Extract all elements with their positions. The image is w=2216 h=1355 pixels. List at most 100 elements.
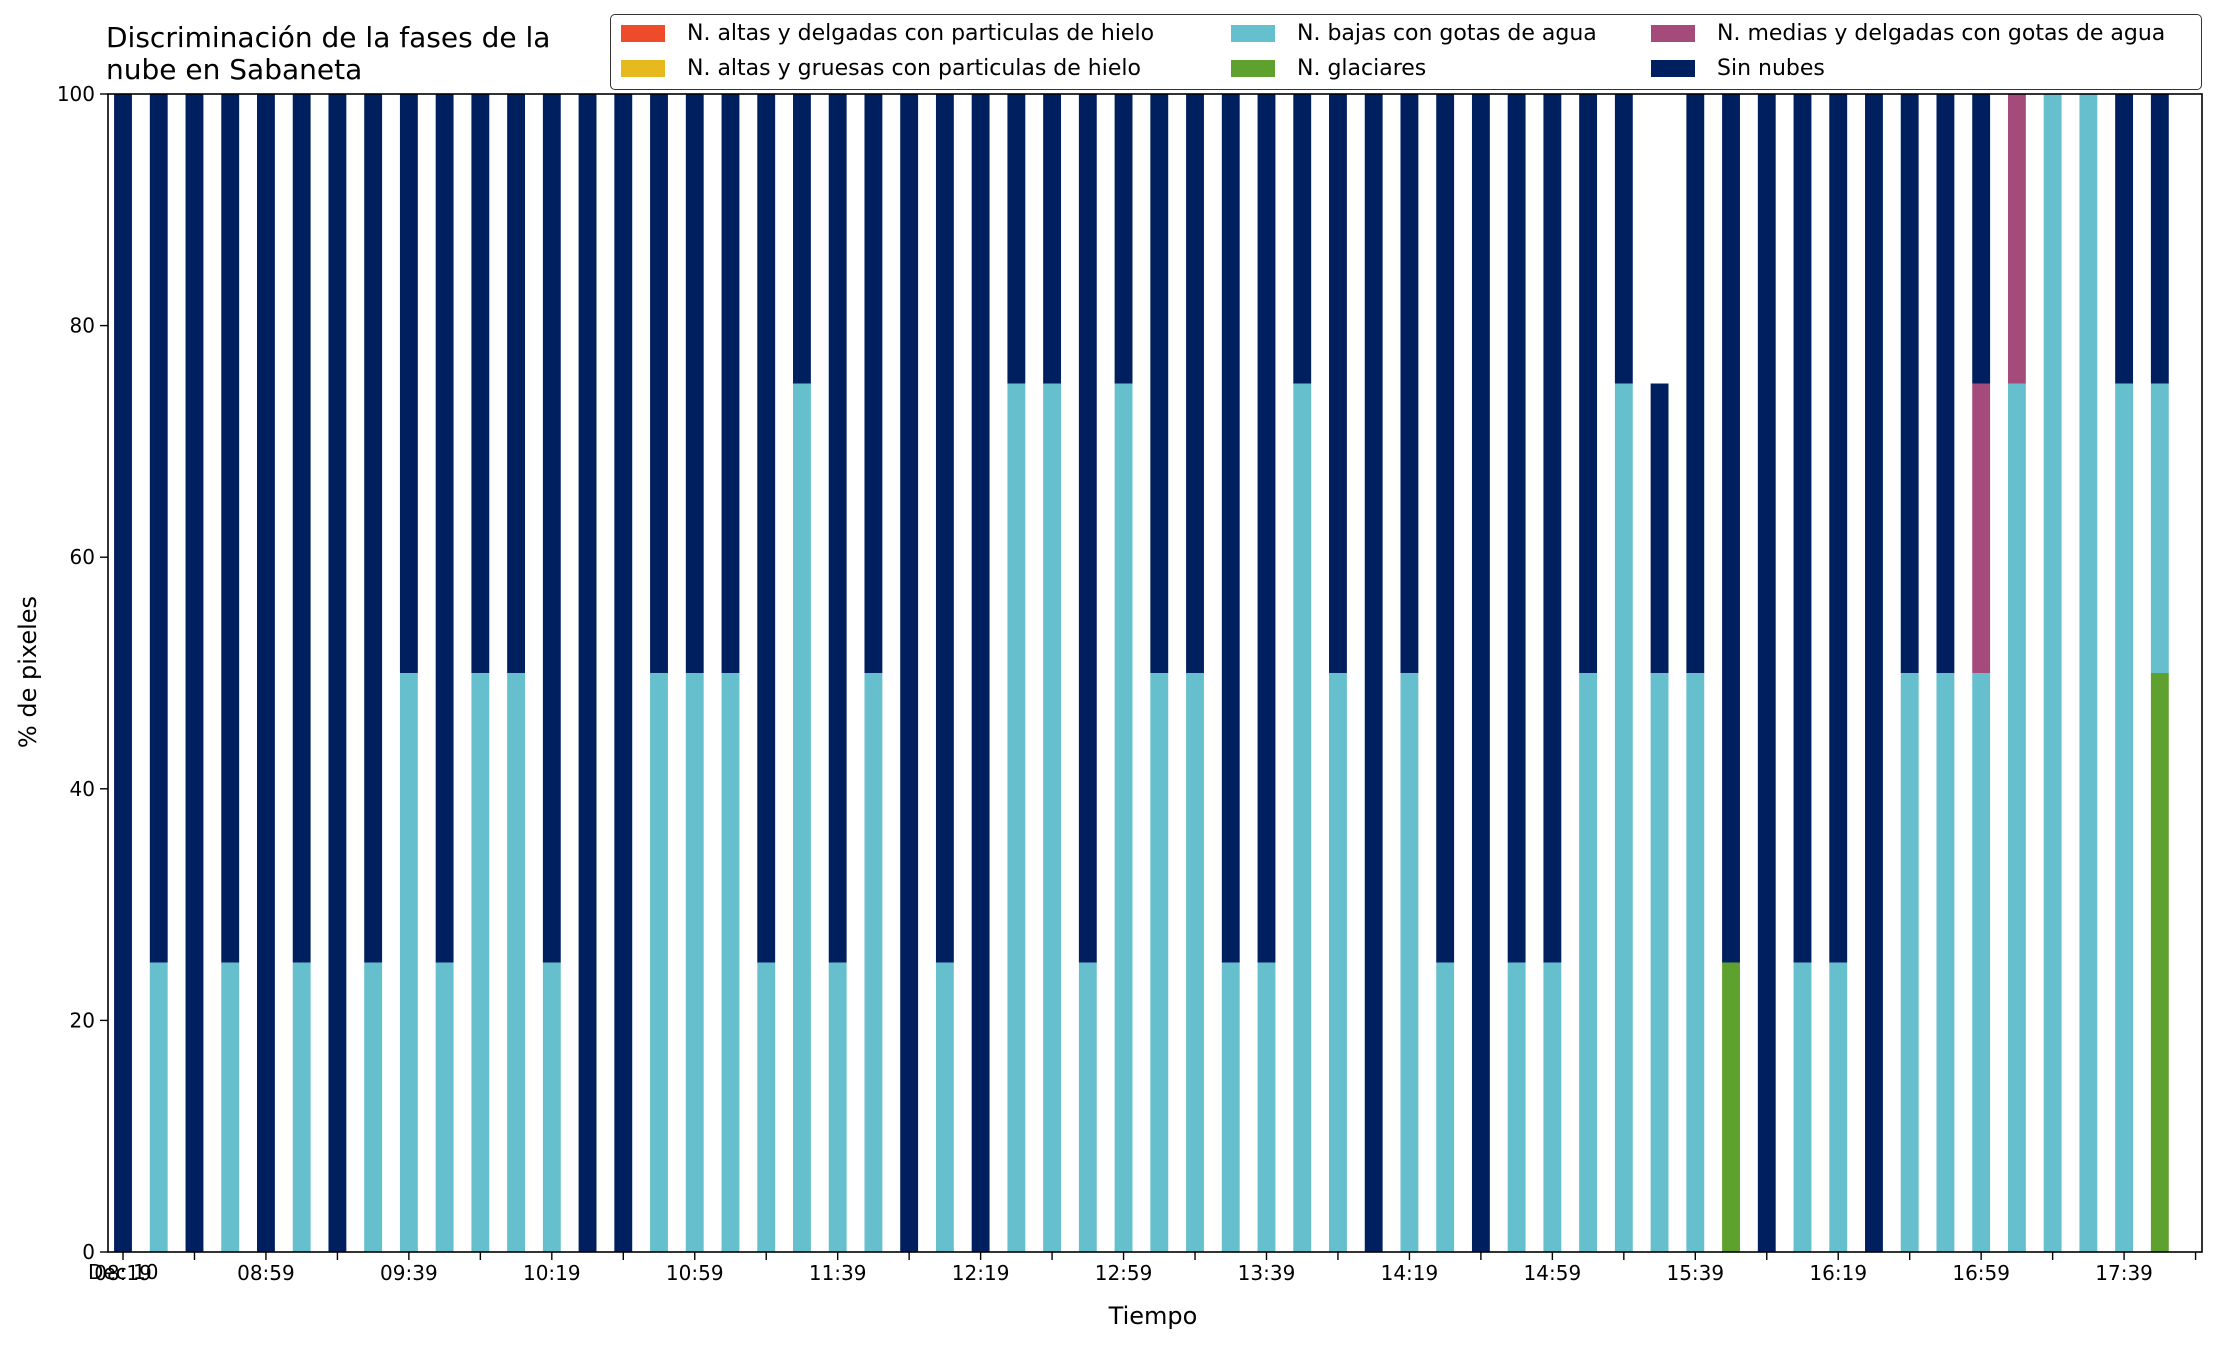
legend-swatch xyxy=(1651,25,1695,42)
bar-n-bajas-con-gotas-de-agua-53 xyxy=(2007,383,2026,1252)
chart-legend: N. altas y delgadas con particulas de hi… xyxy=(610,14,2202,90)
legend-item-n-glaciares: N. glaciares xyxy=(1231,56,1426,81)
bar-n-bajas-con-gotas-de-agua-47 xyxy=(1793,962,1812,1252)
bar-n-glaciares-57 xyxy=(2150,673,2169,1252)
bar-n-bajas-con-gotas-de-agua-17 xyxy=(721,673,740,1252)
bar-sin-nubes-24 xyxy=(971,94,990,1252)
bar-sin-nubes-44 xyxy=(1686,94,1705,673)
bar-n-bajas-con-gotas-de-agua-56 xyxy=(2115,383,2134,1252)
bar-sin-nubes-45 xyxy=(1722,94,1740,963)
bar-n-bajas-con-gotas-de-agua-11 xyxy=(507,673,526,1252)
y-tick-label-40: 40 xyxy=(70,777,95,801)
bar-n-bajas-con-gotas-de-agua-31 xyxy=(1221,962,1240,1252)
legend-item-sin-nubes: Sin nubes xyxy=(1651,56,1825,81)
bar-n-bajas-con-gotas-de-agua-10 xyxy=(471,673,490,1252)
bar-n-bajas-con-gotas-de-agua-40 xyxy=(1543,962,1562,1252)
bar-sin-nubes-30 xyxy=(1186,94,1204,673)
bar-sin-nubes-0 xyxy=(114,94,132,1252)
bar-sin-nubes-34 xyxy=(1329,94,1347,673)
bar-n-bajas-con-gotas-de-agua-23 xyxy=(935,962,954,1252)
bar-n-bajas-con-gotas-de-agua-19 xyxy=(793,383,811,1252)
bar-sin-nubes-10 xyxy=(471,94,490,673)
bar-sin-nubes-15 xyxy=(650,94,668,673)
bar-sin-nubes-52 xyxy=(1972,94,1991,384)
bar-sin-nubes-46 xyxy=(1757,94,1776,1252)
legend-swatch xyxy=(1231,60,1275,77)
bar-sin-nubes-32 xyxy=(1257,94,1276,963)
bar-n-bajas-con-gotas-de-agua-21 xyxy=(864,673,883,1252)
legend-label: N. medias y delgadas con gotas de agua xyxy=(1717,21,2166,46)
legend-label: Sin nubes xyxy=(1717,56,1825,81)
bar-n-bajas-con-gotas-de-agua-27 xyxy=(1078,962,1097,1252)
legend-item-n-altas-y-delgadas-con-particulas-de-hielo: N. altas y delgadas con particulas de hi… xyxy=(621,21,1154,46)
x-tick-label-1139: 11:39 xyxy=(809,1261,867,1285)
bar-sin-nubes-18 xyxy=(757,94,776,963)
bar-sin-nubes-26 xyxy=(1043,94,1062,384)
bar-sin-nubes-37 xyxy=(1436,94,1455,963)
bar-sin-nubes-14 xyxy=(614,94,633,1252)
legend-item-n-bajas-con-gotas-de-agua: N. bajas con gotas de agua xyxy=(1231,21,1597,46)
bar-n-bajas-con-gotas-de-agua-33 xyxy=(1293,383,1312,1252)
bar-sin-nubes-21 xyxy=(864,94,883,673)
x-axis-label: Tiempo xyxy=(1108,1302,1198,1330)
bar-sin-nubes-57 xyxy=(2150,94,2169,384)
bar-n-glaciares-45 xyxy=(1722,962,1740,1252)
bar-sin-nubes-1 xyxy=(149,94,168,963)
legend-swatch xyxy=(1651,60,1695,77)
chart-title-line-1: Discriminación de la fases de la xyxy=(106,21,551,54)
bar-sin-nubes-27 xyxy=(1078,94,1097,963)
bar-sin-nubes-28 xyxy=(1114,94,1133,384)
bar-sin-nubes-42 xyxy=(1614,94,1633,384)
bar-n-bajas-con-gotas-de-agua-1 xyxy=(149,962,168,1252)
bar-n-medias-y-delgadas-con-gotas-de-agua-52 xyxy=(1972,383,1991,673)
chart-title-line-2: nube en Sabaneta xyxy=(106,53,363,86)
bar-sin-nubes-43 xyxy=(1650,383,1669,673)
bar-n-bajas-con-gotas-de-agua-48 xyxy=(1829,962,1848,1252)
y-tick-label-0: 0 xyxy=(82,1240,95,1264)
legend-label: N. bajas con gotas de agua xyxy=(1297,21,1597,46)
bar-sin-nubes-13 xyxy=(578,94,597,1252)
bar-sin-nubes-4 xyxy=(257,94,275,1252)
bar-n-bajas-con-gotas-de-agua-57 xyxy=(2150,383,2169,673)
bar-sin-nubes-33 xyxy=(1293,94,1312,384)
bar-sin-nubes-31 xyxy=(1221,94,1240,963)
x-tick-label-1339: 13:39 xyxy=(1238,1261,1296,1285)
bar-n-bajas-con-gotas-de-agua-12 xyxy=(542,962,561,1252)
legend-swatch xyxy=(621,25,665,42)
bar-n-bajas-con-gotas-de-agua-8 xyxy=(399,673,418,1252)
bar-n-bajas-con-gotas-de-agua-26 xyxy=(1043,383,1062,1252)
bar-n-bajas-con-gotas-de-agua-28 xyxy=(1114,383,1133,1252)
y-tick-label-20: 20 xyxy=(70,1008,95,1032)
legend-swatch xyxy=(621,60,665,77)
x-tick-label-0819: 08:19 xyxy=(94,1261,152,1285)
bar-sin-nubes-25 xyxy=(1007,94,1026,384)
legend-item-n-altas-y-gruesas-con-particulas-de-hielo: N. altas y gruesas con particulas de hie… xyxy=(621,56,1141,81)
bar-sin-nubes-8 xyxy=(399,94,418,673)
legend-item-n-medias-y-delgadas-con-gotas-de-agua: N. medias y delgadas con gotas de agua xyxy=(1651,21,2165,46)
bar-sin-nubes-9 xyxy=(435,94,454,963)
bar-n-bajas-con-gotas-de-agua-20 xyxy=(828,962,847,1252)
bar-sin-nubes-22 xyxy=(900,94,919,1252)
x-tick-label-1419: 14:19 xyxy=(1381,1261,1439,1285)
bar-n-bajas-con-gotas-de-agua-16 xyxy=(685,673,704,1252)
bar-n-bajas-con-gotas-de-agua-39 xyxy=(1507,962,1526,1252)
bar-n-bajas-con-gotas-de-agua-52 xyxy=(1972,673,1991,1252)
bar-n-bajas-con-gotas-de-agua-37 xyxy=(1436,962,1455,1252)
bar-sin-nubes-7 xyxy=(364,94,383,963)
bar-sin-nubes-39 xyxy=(1507,94,1526,963)
bar-sin-nubes-12 xyxy=(542,94,561,963)
legend-label: N. altas y delgadas con particulas de hi… xyxy=(687,21,1155,46)
x-tick-label-1219: 12:19 xyxy=(952,1261,1010,1285)
x-tick-label-1259: 12:59 xyxy=(1095,1261,1153,1285)
bar-sin-nubes-41 xyxy=(1579,94,1598,673)
bar-n-bajas-con-gotas-de-agua-30 xyxy=(1186,673,1204,1252)
bar-sin-nubes-17 xyxy=(721,94,740,673)
bar-sin-nubes-20 xyxy=(828,94,847,963)
bar-sin-nubes-51 xyxy=(1936,94,1955,673)
bar-sin-nubes-56 xyxy=(2115,94,2134,384)
bar-n-bajas-con-gotas-de-agua-5 xyxy=(292,962,311,1252)
bar-sin-nubes-35 xyxy=(1364,94,1383,1252)
bar-n-bajas-con-gotas-de-agua-51 xyxy=(1936,673,1955,1252)
bar-n-bajas-con-gotas-de-agua-54 xyxy=(2043,94,2062,1252)
x-tick-label-0859: 08:59 xyxy=(237,1261,295,1285)
